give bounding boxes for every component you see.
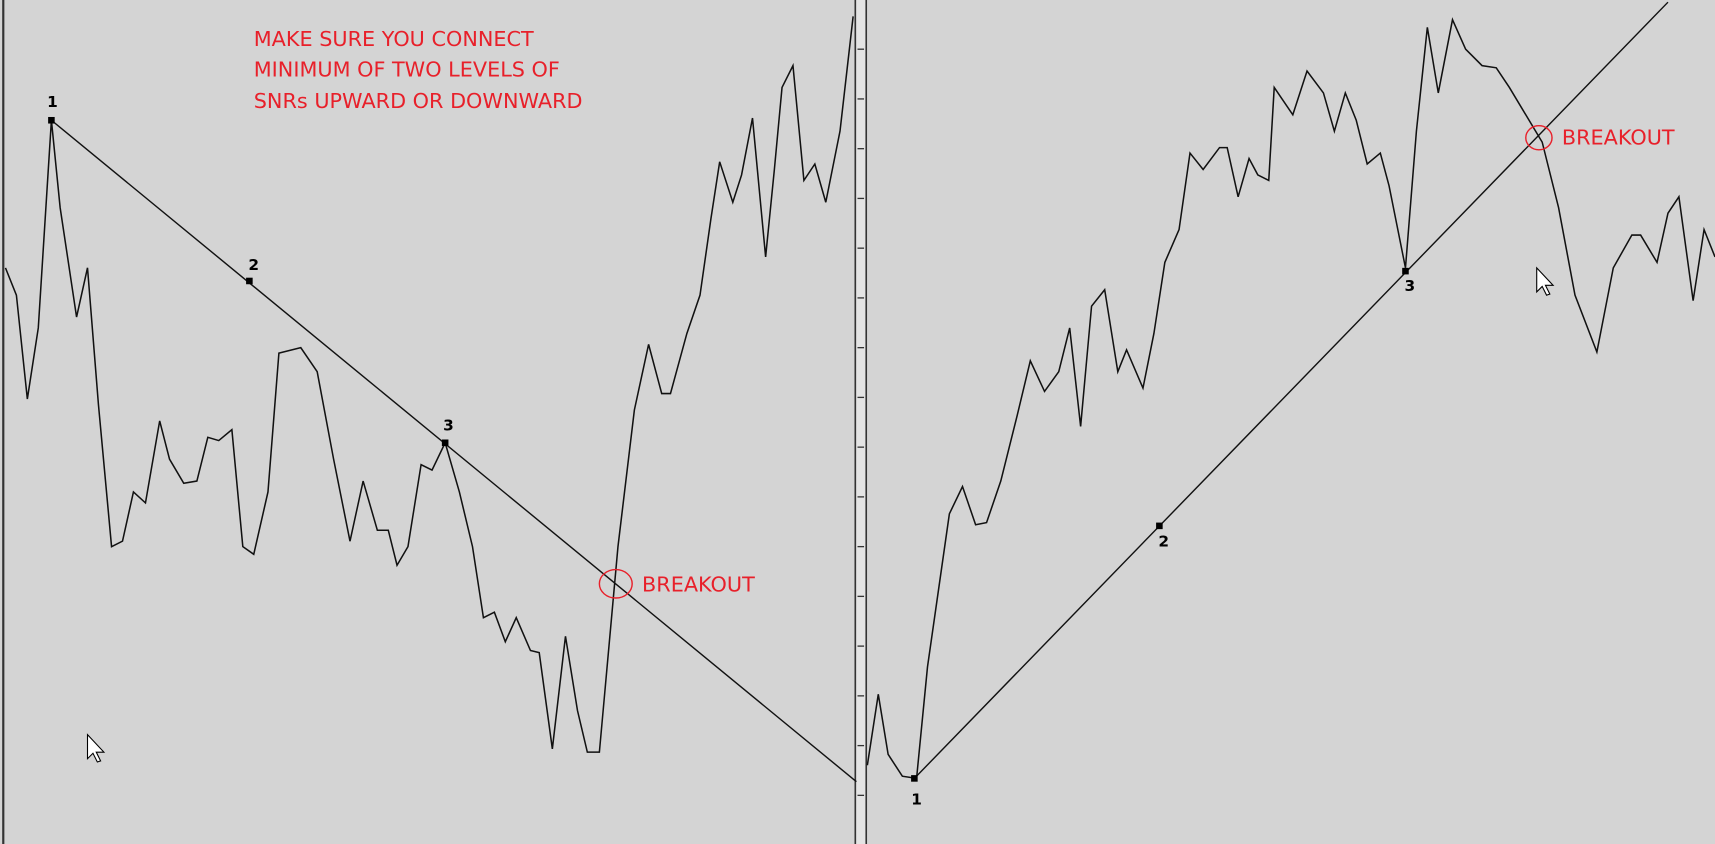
pivot-label: 1: [911, 791, 922, 809]
mouse-cursor: [1536, 266, 1555, 296]
pivot-label: 3: [443, 417, 454, 435]
price-line: [4, 16, 854, 753]
pivot-label: 3: [1405, 277, 1416, 295]
pivot-label: 1: [47, 93, 58, 111]
pivot: [911, 775, 918, 782]
annotation: MINIMUM OF TWO LEVELS OF: [254, 58, 560, 82]
pivot-label: 2: [248, 256, 259, 274]
pivot-label: 2: [1158, 533, 1169, 551]
price-line: [866, 17, 1715, 780]
trendline: [913, 1, 1669, 779]
annotation: SNRs UPWARD OR DOWNWARD: [254, 89, 583, 113]
pivot: [441, 439, 449, 447]
panel-divider: [855, 0, 868, 844]
breakout-circle: [598, 568, 633, 599]
pivot: [48, 116, 55, 124]
pivot: [1156, 522, 1163, 530]
pivot: [1402, 267, 1409, 275]
mouse-cursor: [86, 733, 106, 763]
pivot: [246, 277, 253, 285]
breakout-label: BREAKOUT: [1562, 125, 1675, 149]
breakout-label: BREAKOUT: [642, 572, 755, 596]
axis-ticks: [857, 48, 865, 797]
breakout-circle: [1525, 125, 1553, 151]
trendline: [50, 119, 857, 783]
annotation: MAKE SURE YOU CONNECT: [254, 27, 534, 51]
